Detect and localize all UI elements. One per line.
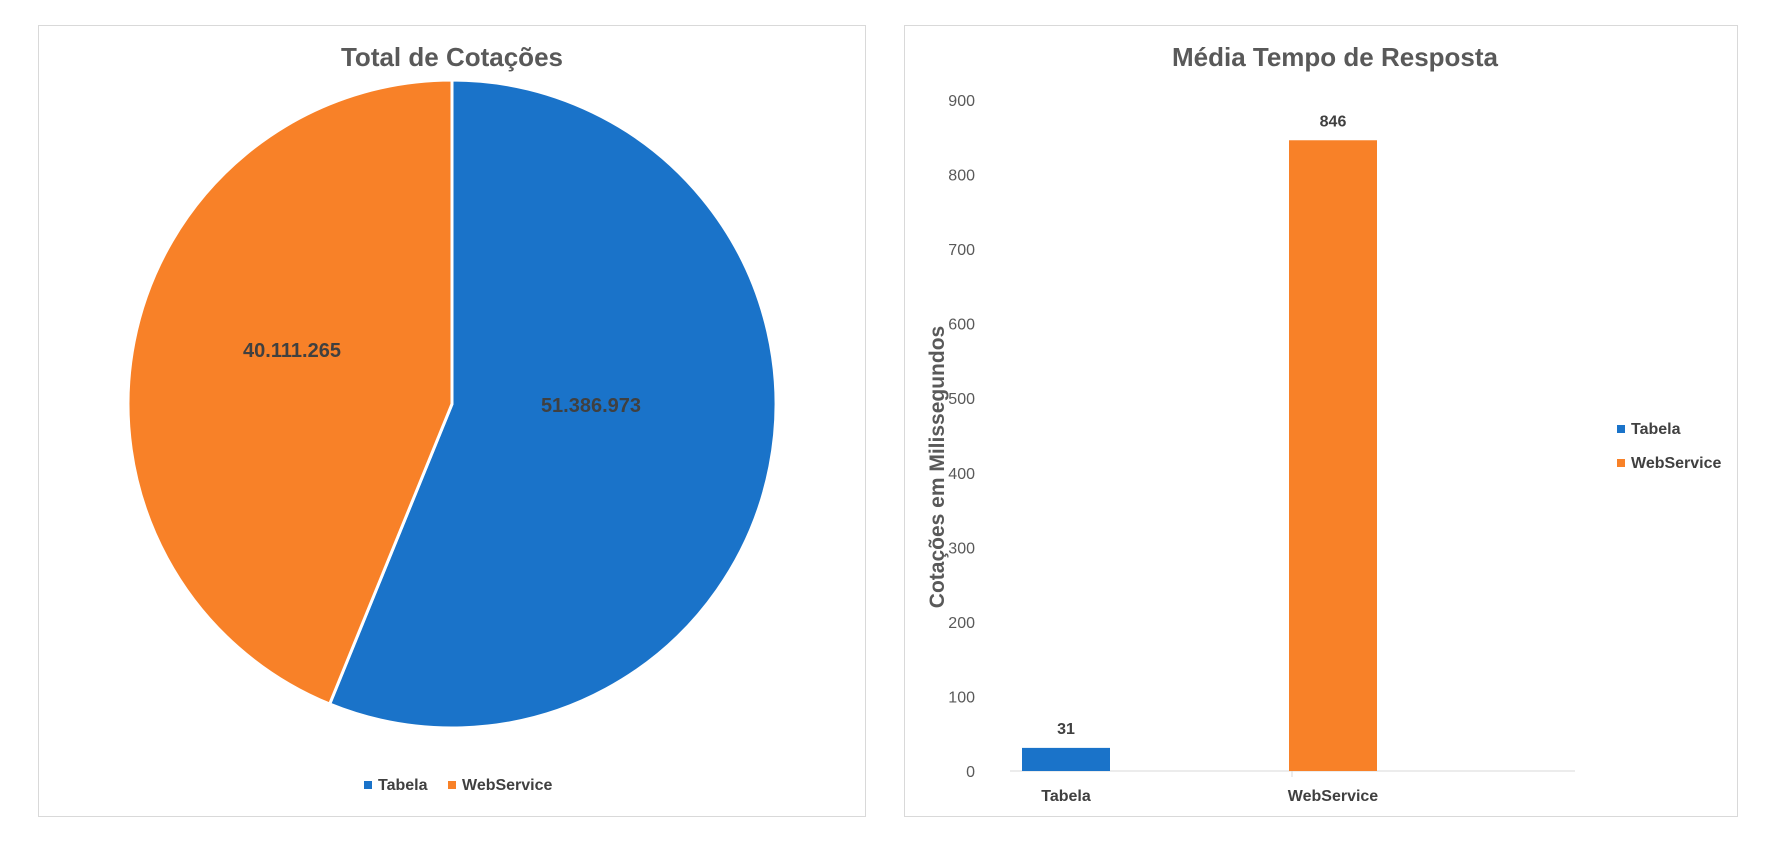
legend-label-webservice: WebService	[462, 777, 553, 794]
y-tick-label: 600	[948, 317, 975, 334]
pie-data-label-webservice: 40.111.265	[243, 340, 341, 362]
y-tick-label: 900	[948, 93, 975, 110]
legend-swatch-webservice	[448, 781, 456, 789]
y-tick-label: 800	[948, 168, 975, 185]
legend-label-webservice: WebService	[1631, 455, 1722, 472]
y-tick-label: 300	[948, 540, 975, 557]
legend-swatch-webservice	[1617, 459, 1625, 467]
y-tick-label: 500	[948, 391, 975, 408]
pie-legend: Tabela WebService	[364, 777, 553, 794]
legend-label-tabela: Tabela	[1631, 421, 1681, 438]
pie-chart: Total de Cotações 51.386.973 40.111.265 T…	[126, 42, 778, 794]
bar-chart-panel: Média Tempo de Resposta Cotações em Mili…	[904, 25, 1738, 817]
x-category-label-tabela: Tabela	[1041, 788, 1091, 805]
bar-chart: Média Tempo de Resposta Cotações em Mili…	[926, 42, 1722, 805]
bar-webservice	[1289, 140, 1377, 771]
bar-data-label-tabela: 31	[1057, 721, 1075, 738]
y-tick-label: 100	[948, 689, 975, 706]
legend-swatch-tabela	[364, 781, 372, 789]
y-tick-label: 400	[948, 466, 975, 483]
legend-swatch-tabela	[1617, 425, 1625, 433]
pie-chart-title: Total de Cotações	[341, 42, 563, 72]
pie-chart-panel: Total de Cotações 51.386.973 40.111.265 T…	[38, 25, 866, 817]
pie-slice-tabela	[327, 78, 778, 730]
y-axis-title: Cotações em Milissegundos	[926, 326, 949, 608]
legend-label-tabela: Tabela	[378, 777, 428, 794]
bar-chart-title: Média Tempo de Resposta	[1172, 42, 1499, 72]
pie-data-label-tabela: 51.386.973	[541, 395, 641, 417]
bar-data-label-webservice: 846	[1320, 113, 1347, 130]
y-tick-label: 200	[948, 615, 975, 632]
pie-slice-webservice	[126, 78, 454, 706]
y-tick-label: 700	[948, 242, 975, 259]
y-tick-label: 0	[966, 764, 975, 781]
bar-legend: Tabela WebService	[1617, 421, 1722, 472]
x-category-label-webservice: WebService	[1288, 788, 1379, 805]
bar-tabela	[1022, 747, 1110, 771]
